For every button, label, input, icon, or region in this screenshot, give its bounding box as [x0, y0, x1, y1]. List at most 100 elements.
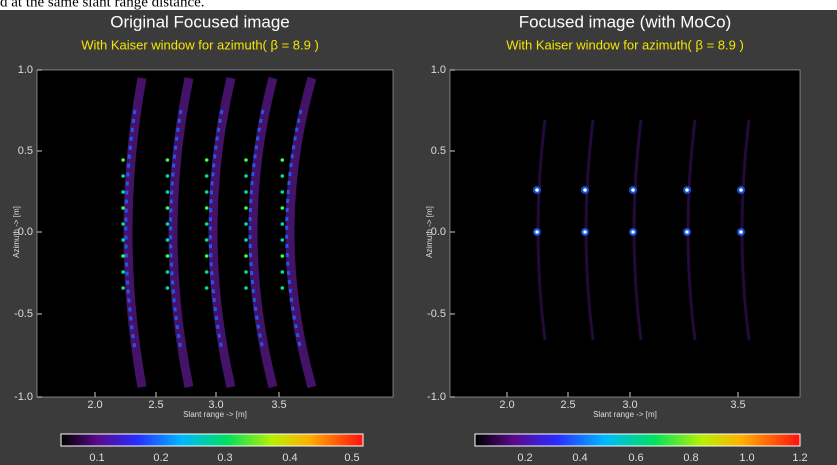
image-hotspot — [244, 254, 248, 258]
image-hotspot — [280, 158, 285, 162]
image-hotspot — [280, 238, 285, 242]
colorbar-tick-label: 0.2 — [153, 452, 168, 464]
x-tick-label: 3.0 — [622, 399, 637, 411]
image-target — [739, 230, 743, 234]
colorbar-tick-label: 1.0 — [739, 452, 754, 464]
y-tick-label: 1.0 — [18, 64, 33, 76]
image-target — [583, 188, 587, 192]
image-hotspot — [204, 206, 209, 210]
image-target — [685, 230, 689, 234]
x-axis-label: Slant range -> [m] — [593, 410, 657, 419]
image-hotspot — [280, 270, 285, 274]
image-hotspot — [121, 222, 125, 226]
image-streak — [248, 76, 278, 389]
colorbar-tick-label: 1.2 — [792, 452, 807, 464]
image-hotspot — [204, 254, 209, 258]
y-tick-label: 0.0 — [431, 226, 446, 238]
image-hotspot — [165, 270, 170, 274]
image-hotspot — [244, 158, 248, 162]
image-target — [739, 188, 743, 192]
image-target — [685, 188, 689, 192]
image-hotspot — [165, 158, 170, 162]
image-hotspot — [121, 174, 125, 178]
colorbar-tick-label: 0.2 — [517, 452, 532, 464]
image-hotspot — [121, 286, 125, 290]
image-streak-core — [208, 109, 224, 351]
colorbar — [474, 433, 801, 447]
panel-title: Focused image (with MoCo) — [519, 12, 732, 31]
image-hotspot — [244, 174, 248, 178]
image-hotspot — [280, 286, 285, 290]
image-streak-core — [124, 109, 137, 351]
panel-subtitle: With Kaiser window for azimuth( β = 8.9 … — [506, 37, 744, 52]
image-hotspot — [204, 286, 209, 290]
image-hotspot — [121, 206, 125, 210]
x-tick-label: 2.5 — [560, 399, 575, 411]
image-area — [449, 69, 801, 398]
y-tick-label: 0.0 — [18, 226, 33, 238]
x-tick-label: 2.0 — [499, 399, 514, 411]
image-hotspot — [204, 174, 209, 178]
image-target — [535, 188, 539, 192]
colorbar-tick-label: 0.8 — [683, 452, 698, 464]
x-tick-label: 2.0 — [87, 399, 102, 411]
panels: Original Focused image With Kaiser window… — [12, 12, 808, 463]
image-hotspot — [165, 174, 170, 178]
image-hotspot — [165, 190, 170, 194]
image-target — [631, 188, 635, 192]
image-target — [535, 230, 539, 234]
image-hotspot — [280, 254, 285, 258]
colorbar-tick-label: 0.1 — [89, 452, 104, 464]
image-target — [631, 230, 635, 234]
image-hotspot — [121, 254, 125, 258]
x-tick-label: 3.0 — [208, 399, 223, 411]
panel-subtitle: With Kaiser window for azimuth( β = 8.9 … — [81, 37, 319, 52]
image-hotspot — [244, 238, 248, 242]
image-hotspot — [280, 190, 285, 194]
y-tick-label: -1.0 — [427, 391, 446, 403]
image-hotspot — [280, 222, 285, 226]
y-tick-label: -0.5 — [427, 308, 446, 320]
image-streak-core — [169, 109, 183, 351]
image-hotspot — [244, 206, 248, 210]
image-hotspot — [165, 254, 170, 258]
y-axis-label: Azimuth -> [m] — [425, 206, 434, 258]
colorbar-tick-label: 0.6 — [628, 452, 643, 464]
caption-fragment: d at the same slant range distance. — [0, 0, 205, 10]
image-hotspot — [165, 286, 170, 290]
image-hotspot — [244, 270, 248, 274]
colorbar-tick-label: 0.3 — [217, 452, 232, 464]
y-tick-label: -1.0 — [14, 391, 33, 403]
y-tick-label: -0.5 — [14, 308, 33, 320]
x-tick-label: 3.5 — [730, 399, 745, 411]
x-tick-label: 3.5 — [271, 399, 286, 411]
image-hotspot — [121, 190, 125, 194]
image-hotspot — [244, 190, 248, 194]
image-streak-core — [248, 109, 265, 351]
x-axis-label: Slant range -> [m] — [183, 410, 247, 419]
y-tick-label: 0.5 — [18, 145, 33, 157]
image-streak — [285, 76, 317, 389]
x-tick-label: 2.5 — [148, 399, 163, 411]
image-hotspot — [204, 270, 209, 274]
image-streak — [208, 76, 236, 389]
colorbar-tick-label: 0.4 — [282, 452, 297, 464]
image-hotspot — [121, 270, 125, 274]
y-axis-label: Azimuth -> [m] — [12, 206, 21, 258]
image-hotspot — [165, 222, 170, 226]
image-target — [583, 230, 587, 234]
colorbar-tick-label: 0.4 — [572, 452, 587, 464]
image-hotspot — [121, 158, 125, 162]
image-hotspot — [244, 286, 248, 290]
image-hotspot — [204, 238, 209, 242]
caption-strip — [0, 0, 837, 10]
image-hotspot — [165, 238, 170, 242]
image-hotspot — [204, 190, 209, 194]
image-streak — [168, 77, 194, 388]
image-hotspot — [204, 158, 209, 162]
panel-title: Original Focused image — [110, 12, 290, 31]
image-hotspot — [280, 206, 285, 210]
image-hotspot — [280, 174, 285, 178]
